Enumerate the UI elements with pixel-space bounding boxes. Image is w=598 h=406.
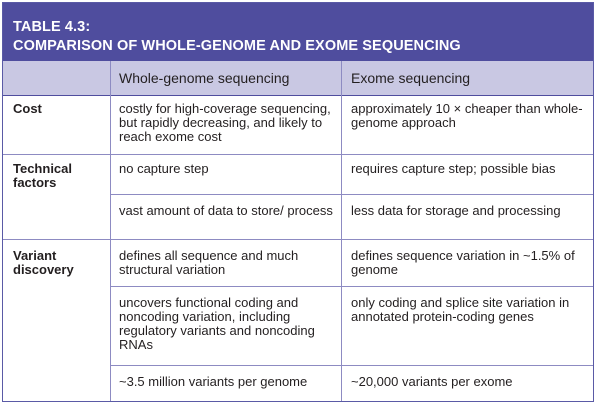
cell-wgs-count: ~3.5 million variants per genome xyxy=(119,374,308,389)
cell-exome-functional: only coding and splice site variation in… xyxy=(351,295,570,324)
cell-wgs-cost: costly for high-coverage sequencing, but… xyxy=(119,101,331,144)
cell-exome-count: ~20,000 variants per exome xyxy=(351,374,513,389)
table-number: TABLE 4.3: xyxy=(13,19,91,35)
sub-row-separator xyxy=(110,365,593,366)
row-label-variant-discovery: Variant discovery xyxy=(13,248,74,277)
row-separator xyxy=(3,239,593,240)
header-exome: Exome sequencing xyxy=(351,70,471,86)
header-whole-genome: Whole-genome sequencing xyxy=(119,70,290,86)
cell-wgs-functional: uncovers functional coding and noncoding… xyxy=(119,295,315,352)
table-header-row: Whole-genome sequencing Exome sequencing xyxy=(3,61,593,96)
row-label-cost: Cost xyxy=(13,101,42,116)
column-divider xyxy=(341,61,342,95)
row-separator xyxy=(3,154,593,155)
table-title-bar: TABLE 4.3: COMPARISON OF WHOLE-GENOME AN… xyxy=(3,3,593,61)
cell-exome-cost: approximately 10 × cheaper than whole-ge… xyxy=(351,101,583,130)
comparison-table: TABLE 4.3: COMPARISON OF WHOLE-GENOME AN… xyxy=(2,2,594,402)
column-divider xyxy=(110,95,111,401)
sub-row-separator xyxy=(110,194,593,195)
table-title: COMPARISON OF WHOLE-GENOME AND EXOME SEQ… xyxy=(13,38,461,54)
column-divider xyxy=(110,61,111,95)
cell-wgs-variation: defines all sequence and much structural… xyxy=(119,248,299,277)
column-divider xyxy=(341,95,342,401)
cell-exome-data: less data for storage and processing xyxy=(351,203,561,218)
cell-wgs-capture: no capture step xyxy=(119,161,209,176)
cell-exome-variation: defines sequence variation in ~1.5% of g… xyxy=(351,248,575,277)
row-label-technical-factors: Technical factors xyxy=(13,161,73,190)
cell-wgs-data: vast amount of data to store/ process xyxy=(119,203,333,218)
sub-row-separator xyxy=(110,286,593,287)
cell-exome-capture: requires capture step; possible bias xyxy=(351,161,556,176)
